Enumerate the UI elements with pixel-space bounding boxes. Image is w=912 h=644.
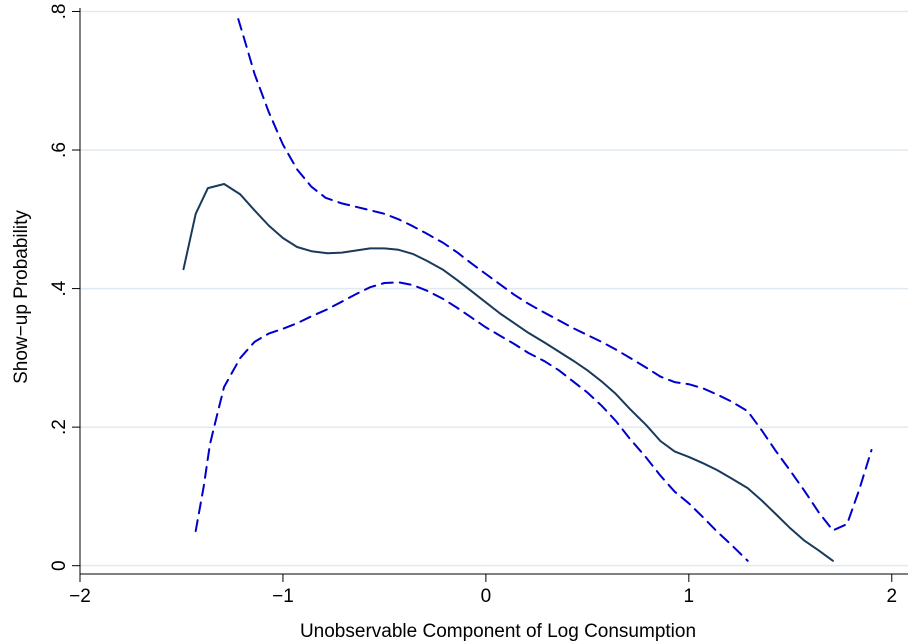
y-tick-label: .2 [49, 419, 70, 435]
estimate-line [182, 183, 834, 562]
y-tick-label: .8 [49, 4, 70, 20]
lower-confidence-band-line [194, 281, 749, 562]
y-tick-label: .6 [49, 142, 70, 158]
plot-area [182, 18, 873, 562]
grid-lines [80, 10, 908, 567]
x-axis-title: Unobservable Component of Log Consumptio… [300, 621, 696, 642]
x-tick-label: 2 [886, 586, 897, 607]
x-tick-label: 0 [481, 586, 492, 607]
upper-confidence-band-line [237, 18, 873, 532]
x-tick-label: −1 [272, 586, 294, 607]
axes: −2 −1 0 1 2 0 .2 .4 .6 .8 [49, 4, 908, 607]
y-axis-title: Show−up Probability [11, 210, 32, 384]
x-tick-label: −2 [69, 586, 91, 607]
x-tick-label: 1 [684, 586, 695, 607]
y-tick-label: 0 [49, 560, 70, 571]
y-tick-label: .4 [49, 280, 70, 296]
